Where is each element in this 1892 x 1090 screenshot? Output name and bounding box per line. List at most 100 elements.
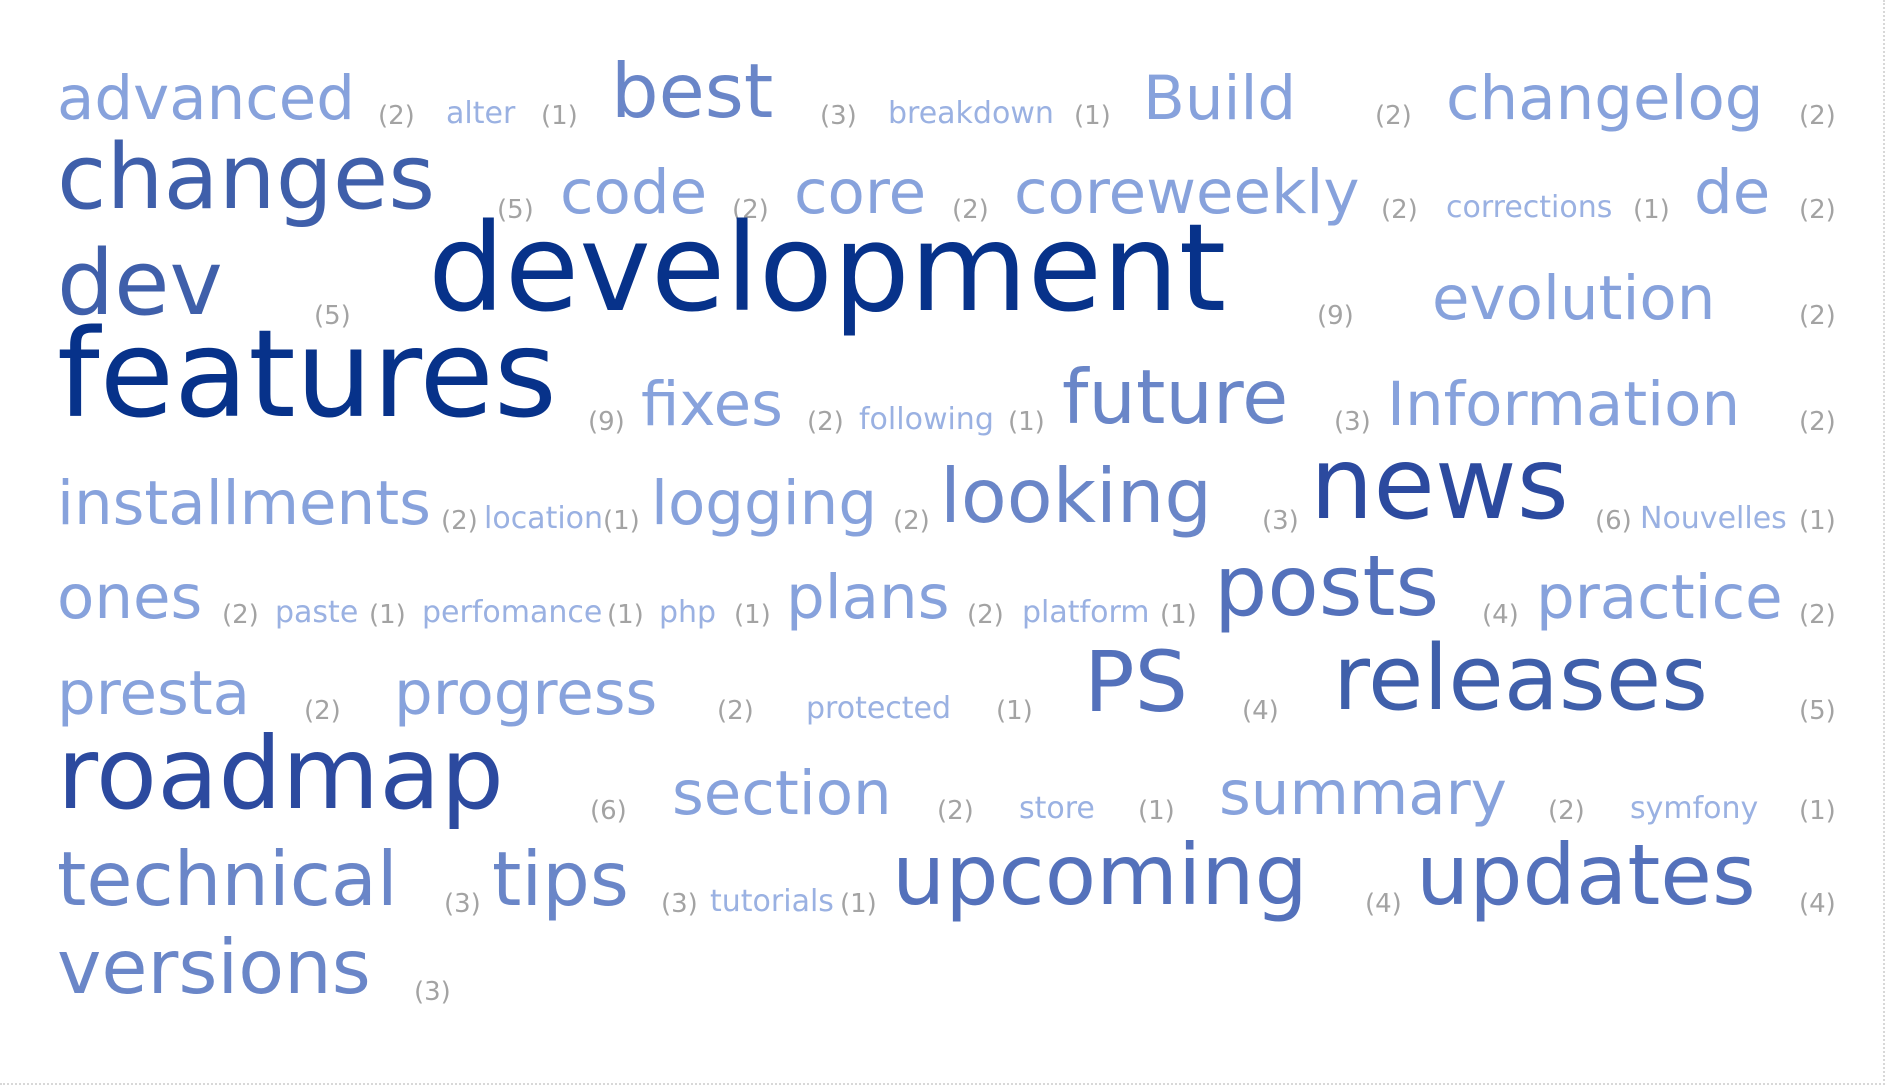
tag-link-logging[interactable]: logging <box>651 468 878 539</box>
tag-row: versions (3) <box>0 930 1885 1006</box>
tag-link-php[interactable]: php <box>659 595 717 630</box>
tag-link-best[interactable]: best <box>611 47 774 135</box>
tag-count: (3) <box>1334 407 1371 437</box>
tag-count: (3) <box>661 889 698 919</box>
tag-count: (1) <box>1008 407 1045 437</box>
tag-count: (2) <box>1799 101 1836 131</box>
tag-link-corrections[interactable]: corrections <box>1446 190 1613 225</box>
tag-link-changelog[interactable]: changelog <box>1446 63 1764 134</box>
tag-link-dev[interactable]: dev <box>57 231 223 336</box>
tag-link-perfomance[interactable]: perfomance <box>422 595 603 630</box>
tag-count: (2) <box>1375 101 1412 131</box>
tag-link-location[interactable]: location <box>484 501 604 536</box>
tag-link-development[interactable]: development <box>428 198 1227 339</box>
tag-link-progress[interactable]: progress <box>394 658 658 729</box>
tag-row: roadmap (6) section (2) store (1) summar… <box>0 724 1885 825</box>
tag-count: (2) <box>1548 796 1585 826</box>
tag-link-store[interactable]: store <box>1019 791 1095 826</box>
tag-count: (4) <box>1365 889 1402 919</box>
tag-count: (2) <box>378 101 415 131</box>
tag-count: (1) <box>607 600 644 630</box>
tag-count: (2) <box>1381 195 1418 225</box>
tag-row: presta (2) progress (2) protected (1) PS… <box>0 634 1885 725</box>
tag-link-installments[interactable]: installments <box>57 468 431 539</box>
tag-link-future[interactable]: future <box>1062 353 1289 441</box>
tag-link-breakdown[interactable]: breakdown <box>888 96 1054 131</box>
tag-link-plans[interactable]: plans <box>786 562 950 633</box>
tag-count: (2) <box>717 696 754 726</box>
tag-row: features (9) fixes (2) following (1) fut… <box>0 314 1885 435</box>
tag-count: (3) <box>1262 506 1299 536</box>
tag-count: (2) <box>1799 301 1836 331</box>
tag-link-changes[interactable]: changes <box>57 125 436 230</box>
tag-count: (3) <box>444 889 481 919</box>
tag-count: (6) <box>1595 506 1632 536</box>
tag-link-paste[interactable]: paste <box>275 595 359 630</box>
tag-link-section[interactable]: section <box>672 758 892 829</box>
tag-count: (1) <box>996 696 1033 726</box>
tag-count: (2) <box>441 506 478 536</box>
tag-count: (2) <box>952 195 989 225</box>
tag-link-de[interactable]: de <box>1694 157 1771 228</box>
tag-link-ps[interactable]: PS <box>1084 633 1188 731</box>
tag-link-following[interactable]: following <box>859 402 994 437</box>
tag-link-code[interactable]: code <box>560 157 708 228</box>
tag-count: (1) <box>1074 101 1111 131</box>
tag-link-roadmap[interactable]: roadmap <box>57 715 505 832</box>
tag-link-protected[interactable]: protected <box>806 691 952 726</box>
tag-count: (9) <box>1317 301 1354 331</box>
tag-count: (5) <box>497 195 534 225</box>
tag-count: (1) <box>1633 195 1670 225</box>
tag-count: (1) <box>1160 600 1197 630</box>
tag-count: (1) <box>603 506 640 536</box>
tag-link-posts[interactable]: posts <box>1214 537 1440 635</box>
tag-link-ones[interactable]: ones <box>57 562 203 633</box>
tag-count: (3) <box>820 101 857 131</box>
tag-link-alter[interactable]: alter <box>446 96 516 131</box>
tag-count: (2) <box>222 600 259 630</box>
tag-link-build[interactable]: Build <box>1143 63 1297 134</box>
tag-link-information[interactable]: Information <box>1387 369 1741 440</box>
tag-link-fixes[interactable]: fixes <box>641 369 783 440</box>
tag-row: ones (2) paste (1) perfomance (1) php (1… <box>0 544 1885 628</box>
tag-link-platform[interactable]: platform <box>1022 595 1150 630</box>
tag-link-summary[interactable]: summary <box>1219 758 1507 829</box>
tag-link-features[interactable]: features <box>57 304 557 445</box>
tag-link-practice[interactable]: practice <box>1536 562 1783 633</box>
tag-link-presta[interactable]: presta <box>57 658 251 729</box>
tag-count: (1) <box>1799 506 1836 536</box>
tag-count: (2) <box>967 600 1004 630</box>
tag-count: (1) <box>1138 796 1175 826</box>
tag-link-upcoming[interactable]: upcoming <box>892 826 1308 924</box>
tag-count: (4) <box>1799 889 1836 919</box>
tag-link-releases[interactable]: releases <box>1333 626 1709 731</box>
tag-count: (2) <box>937 796 974 826</box>
tag-link-tutorials[interactable]: tutorials <box>710 884 834 919</box>
tag-count: (1) <box>734 600 771 630</box>
tag-count: (2) <box>1799 407 1836 437</box>
tag-count: (1) <box>840 889 877 919</box>
tag-count: (2) <box>1799 600 1836 630</box>
tag-link-looking[interactable]: looking <box>940 452 1213 540</box>
tag-row: advanced (2) alter (1) best (3) breakdow… <box>0 54 1885 130</box>
tag-count: (9) <box>588 407 625 437</box>
tag-link-core[interactable]: core <box>794 157 927 228</box>
tag-link-tips[interactable]: tips <box>492 835 629 923</box>
tag-count: (3) <box>414 977 451 1007</box>
tag-link-updates[interactable]: updates <box>1416 826 1756 924</box>
tag-link-coreweekly[interactable]: coreweekly <box>1014 157 1360 228</box>
tag-count: (1) <box>369 600 406 630</box>
tag-count: (2) <box>1799 195 1836 225</box>
tag-row: changes (5) code (2) core (2) coreweekly… <box>0 133 1885 224</box>
tag-link-news[interactable]: news <box>1310 425 1569 542</box>
tag-link-nouvelles[interactable]: Nouvelles <box>1640 501 1787 536</box>
tag-count: (4) <box>1482 600 1519 630</box>
tag-count: (1) <box>1799 796 1836 826</box>
tag-count: (6) <box>590 796 627 826</box>
tag-link-versions[interactable]: versions <box>57 923 371 1011</box>
tag-link-technical[interactable]: technical <box>57 835 398 923</box>
tag-link-evolution[interactable]: evolution <box>1432 263 1716 334</box>
tag-link-symfony[interactable]: symfony <box>1630 791 1759 826</box>
tag-link-advanced[interactable]: advanced <box>57 63 356 134</box>
